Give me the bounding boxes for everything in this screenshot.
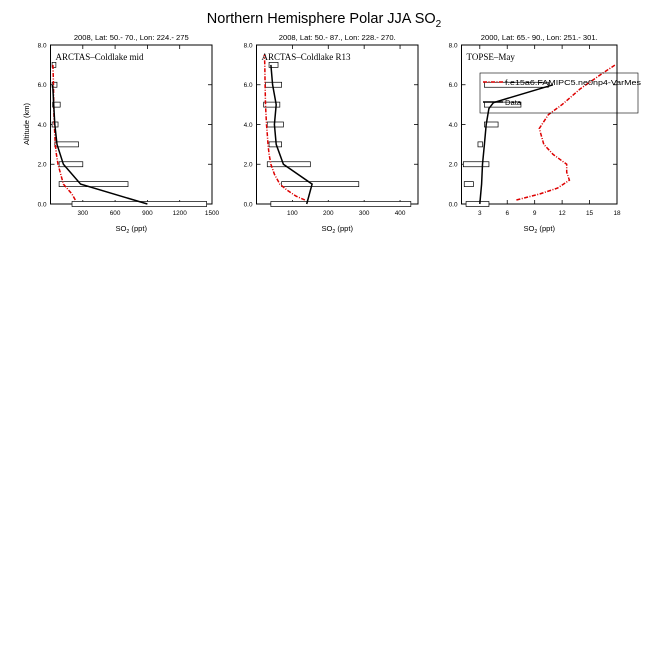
- x-tick-label: 200: [323, 210, 334, 217]
- x-axis-title: SO2 (ppt): [115, 224, 147, 235]
- x-tick-label: 3: [478, 210, 482, 217]
- legend: f.e15a6.FAMIPC5.ne0np4-VarMes Data: [479, 72, 641, 114]
- plot-frame: [50, 44, 213, 205]
- figure-title: Northern Hemisphere Polar JJA SO2: [207, 11, 442, 30]
- x-tick-label: 900: [142, 210, 153, 217]
- data-range-box: [484, 81, 549, 88]
- legend-model-label: f.e15a6.FAMIPC5.ne0np4-VarMes: [505, 78, 641, 87]
- panel-label: TOPSE–May: [467, 52, 516, 62]
- data-range-box: [281, 181, 360, 187]
- x-tick-label: 600: [110, 210, 121, 217]
- x-axis-title-subscript: 2: [534, 229, 537, 235]
- x-axis-title: SO2 (ppt): [523, 224, 555, 235]
- y-tick-label: 2.0: [38, 162, 47, 169]
- panel-label: ARCTAS–Coldlake R13: [262, 52, 352, 62]
- data-range-box: [58, 181, 129, 187]
- legend-data-label: Data: [505, 98, 522, 107]
- x-tick-label: 1200: [173, 210, 188, 217]
- x-axis-title-subscript: 2: [126, 229, 129, 235]
- y-tick-label: 0.0: [244, 201, 253, 208]
- y-tick-label: 6.0: [244, 82, 253, 89]
- figure-title-subscript: 2: [436, 19, 442, 30]
- x-axis-title: SO2 (ppt): [321, 224, 353, 235]
- data-range-box: [58, 161, 84, 168]
- x-axis-title-unit: (ppt): [537, 224, 555, 233]
- model-series-line: [52, 64, 76, 201]
- data-series-line: [51, 84, 148, 205]
- y-tick-label: 4.0: [244, 122, 253, 129]
- x-tick-label: 9: [533, 210, 537, 217]
- x-tick-label: 15: [586, 210, 594, 217]
- panels: 2008, Lat: 50.- 70., Lon: 224.- 275 ARCTA…: [38, 33, 642, 235]
- y-tick-label: 4.0: [38, 122, 47, 129]
- x-tick-label: 6: [505, 210, 509, 217]
- model-series-line: [516, 64, 616, 201]
- panel-1: 2008, Lat: 50.- 70., Lon: 224.- 275 ARCTA…: [38, 33, 220, 235]
- y-tick-label: 8.0: [449, 42, 458, 49]
- x-tick-label: 12: [559, 210, 567, 217]
- panel-header: 2000, Lat: 65.- 90., Lon: 251.- 301.: [481, 33, 598, 42]
- x-tick-label: 1500: [205, 210, 220, 217]
- data-range-box: [54, 141, 79, 148]
- y-tick-label: 6.0: [449, 82, 458, 89]
- y-tick-label: 6.0: [38, 82, 47, 89]
- x-axis-title-unit: (ppt): [335, 224, 353, 233]
- x-axis-title-subscript: 2: [332, 229, 335, 235]
- y-tick-label: 2.0: [244, 162, 253, 169]
- data-range-box: [465, 201, 490, 207]
- x-tick-label: 18: [613, 210, 621, 217]
- x-tick-label: 400: [395, 210, 406, 217]
- data-series-line: [479, 84, 554, 205]
- x-axis-title-unit: (ppt): [129, 224, 147, 233]
- x-axis-title-main: SO: [321, 224, 332, 233]
- y-tick-label: 8.0: [38, 42, 47, 49]
- x-axis-title-main: SO: [523, 224, 534, 233]
- data-range-box: [462, 161, 490, 168]
- x-tick-label: 300: [77, 210, 88, 217]
- data-range-box: [51, 81, 58, 88]
- y-axis-title: Altitude (km): [22, 102, 31, 145]
- x-tick-label: 100: [287, 210, 298, 217]
- data-range-box: [270, 201, 412, 207]
- legend-box: [479, 72, 639, 114]
- y-tick-label: 0.0: [38, 201, 47, 208]
- panel-label: ARCTAS–Coldlake mid: [56, 52, 145, 62]
- y-tick-label: 4.0: [449, 122, 458, 129]
- panel-3: 2000, Lat: 65.- 90., Lon: 251.- 301. TOPS…: [449, 33, 642, 235]
- data-range-box: [484, 121, 499, 128]
- data-range-box: [263, 101, 281, 108]
- data-range-box: [51, 62, 57, 68]
- x-tick-label: 300: [359, 210, 370, 217]
- data-range-box: [52, 101, 61, 108]
- y-tick-label: 8.0: [244, 42, 253, 49]
- figure-title-main: Northern Hemisphere Polar JJA SO: [207, 11, 436, 27]
- x-axis-title-main: SO: [115, 224, 126, 233]
- data-range-box: [268, 62, 279, 68]
- y-tick-label: 0.0: [449, 201, 458, 208]
- data-range-box: [463, 181, 474, 187]
- panel-header: 2008, Lat: 50.- 87., Lon: 228.- 270.: [279, 33, 396, 42]
- data-range-box: [266, 121, 284, 128]
- data-range-box: [266, 161, 311, 168]
- y-tick-label: 2.0: [449, 162, 458, 169]
- data-series-line: [270, 64, 313, 205]
- panel-header: 2008, Lat: 50.- 70., Lon: 224.- 275: [74, 33, 189, 42]
- data-range-box: [477, 141, 483, 148]
- model-series-line: [263, 54, 306, 201]
- panel-2: 2008, Lat: 50.- 87., Lon: 228.- 270. ARCT…: [244, 33, 419, 235]
